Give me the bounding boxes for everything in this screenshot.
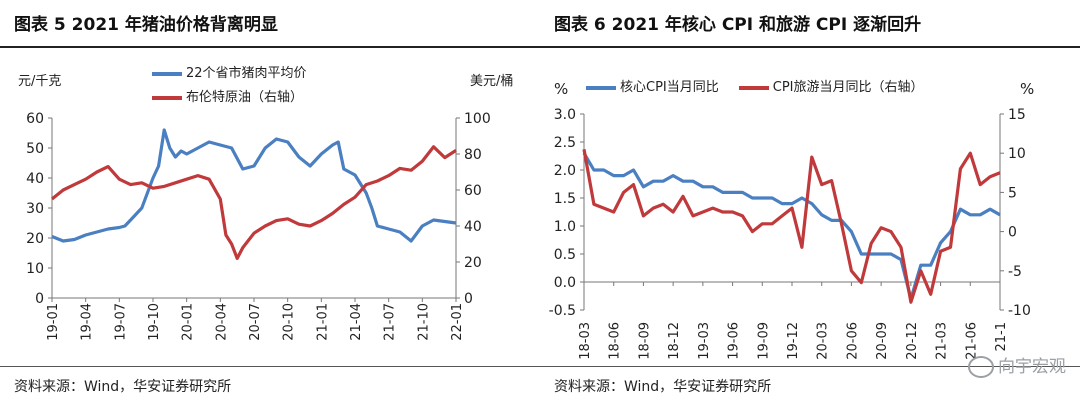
right-ytick-label-0: -0.5 (549, 303, 576, 319)
left-title-rule (0, 46, 540, 48)
left-y2tick-label-0: 0 (464, 291, 473, 307)
right-xtick-label-7: 19-12 (786, 322, 801, 360)
right-xtick-label-14: 21-1 (994, 322, 1009, 352)
right-source: 资料来源：Wind，华安证券研究所 (554, 379, 772, 395)
right-chart-title: 图表 6 2021 年核心 CPI 和旅游 CPI 逐渐回升 (554, 15, 922, 35)
right-xtick-label-4: 19-03 (697, 322, 712, 360)
legend-swatch-pork (152, 71, 182, 76)
left-source: 资料来源：Wind，华安证券研究所 (14, 379, 232, 395)
right-title-rule (540, 46, 1080, 48)
legend-item-travel-cpi: CPI旅游当月同比（右轴） (738, 76, 924, 100)
right-xtick-label-13: 21-06 (964, 322, 979, 360)
right-xtick-label-10: 20-09 (875, 322, 890, 360)
right-panel: 图表 6 2021 年核心 CPI 和旅游 CPI 逐渐回升 % % 核心CPI… (540, 0, 1080, 412)
left-ytick-label-6: 60 (26, 111, 44, 127)
left-legend: 22个省市猪肉平均价 布伦特原油（右轴） (152, 62, 307, 110)
left-xtick-label-6: 20-07 (248, 303, 263, 341)
right-xtick-label-8: 20-03 (816, 322, 831, 360)
legend-swatch-brent (152, 95, 182, 100)
right-xtick-label-1: 18-06 (608, 322, 623, 360)
left-y2tick-label-3: 60 (464, 183, 482, 199)
left-xtick-label-4: 20-01 (181, 303, 196, 341)
left-y2tick-label-4: 80 (464, 147, 482, 163)
left-xtick-label-9: 21-04 (349, 303, 364, 341)
left-y2tick-label-5: 100 (464, 111, 491, 127)
left-ytick-label-0: 0 (35, 291, 44, 307)
left-xtick-label-3: 19-10 (147, 303, 162, 341)
right-source-rule (540, 366, 1080, 367)
left-xtick-label-12: 22-01 (450, 303, 465, 341)
left-y2-unit: 美元/桶 (470, 74, 514, 89)
right-xtick-label-11: 20-12 (905, 322, 920, 360)
legend-swatch-travel-cpi (738, 85, 769, 90)
right-xtick-label-5: 19-06 (727, 322, 742, 360)
watermark: 向宇宏观 (968, 352, 1066, 378)
right-xtick-label-9: 20-06 (845, 322, 860, 360)
legend-item-brent: 布伦特原油（右轴） (152, 86, 307, 110)
left-y-unit: 元/千克 (18, 74, 62, 89)
right-y2-unit: % (1020, 80, 1035, 98)
right-xtick-label-0: 18-03 (578, 322, 593, 360)
watermark-text: 向宇宏观 (998, 357, 1066, 377)
left-ytick-label-1: 10 (26, 261, 44, 277)
right-xtick-label-12: 21-03 (935, 322, 950, 360)
right-chart: -0.5 0.0 0.5 1.0 1.5 2.0 2.5 3.0 -10 -5 0 5 10 15 18-0… (549, 107, 1031, 360)
legend-swatch-core-cpi (586, 85, 616, 90)
right-xtick-label-2: 18-09 (637, 322, 652, 360)
legend-label-brent: 布伦特原油（右轴） (186, 90, 304, 105)
left-y2tick-label-2: 40 (464, 219, 482, 235)
right-y2tick-label-4: 10 (1008, 146, 1026, 162)
legend-item-pork: 22个省市猪肉平均价 (152, 62, 307, 86)
right-series-1 (582, 149, 1001, 304)
right-ytick-label-2: 0.5 (554, 247, 576, 263)
left-ytick-label-2: 20 (26, 231, 44, 247)
right-series-0 (582, 152, 1001, 301)
right-y2tick-label-3: 5 (1008, 185, 1017, 201)
left-xtick-label-11: 21-10 (416, 303, 431, 341)
right-y2tick-label-5: 15 (1008, 107, 1026, 123)
right-ytick-label-1: 0.0 (554, 275, 576, 291)
left-ytick-label-5: 50 (26, 141, 44, 157)
left-source-rule (0, 366, 540, 367)
left-chart-title: 图表 5 2021 年猪油价格背离明显 (14, 15, 278, 35)
right-ytick-label-3: 1.0 (554, 219, 576, 235)
right-y-unit: % (554, 80, 569, 98)
right-y2tick-label-2: 0 (1008, 225, 1017, 241)
legend-label-travel-cpi: CPI旅游当月同比（右轴） (772, 80, 924, 95)
left-y2tick-label-1: 20 (464, 255, 482, 271)
left-xtick-label-2: 19-07 (113, 303, 128, 341)
left-xtick-label-1: 19-04 (80, 303, 95, 341)
right-ytick-label-5: 2.0 (554, 163, 576, 179)
right-ytick-label-6: 2.5 (554, 135, 576, 151)
right-legend: 核心CPI当月同比 CPI旅游当月同比（右轴） (586, 76, 924, 100)
left-chart: 0 10 20 30 40 50 60 0 20 40 60 80 100 19-01 19-04 19-07… (26, 111, 491, 341)
left-xtick-label-5: 20-04 (214, 303, 229, 341)
left-series-1 (50, 145, 457, 260)
left-xtick-label-10: 21-07 (383, 303, 398, 341)
right-xtick-label-6: 19-09 (756, 322, 771, 360)
right-ytick-label-4: 1.5 (554, 191, 576, 207)
left-xtick-label-8: 21-01 (315, 303, 330, 341)
left-series-0 (51, 128, 457, 243)
right-y2tick-label-0: -10 (1008, 303, 1031, 319)
left-panel: 图表 5 2021 年猪油价格背离明显 元/千克 美元/桶 22个省市猪肉平均价… (0, 15, 540, 395)
left-xtick-label-0: 19-01 (46, 303, 61, 341)
right-ytick-label-7: 3.0 (554, 107, 576, 123)
wechat-icon (968, 356, 994, 378)
right-xtick-label-3: 18-12 (667, 322, 682, 360)
legend-item-core-cpi: 核心CPI当月同比 (586, 76, 719, 100)
left-ytick-label-3: 30 (26, 201, 44, 217)
right-y2tick-label-1: -5 (1008, 264, 1022, 280)
left-xtick-label-7: 20-10 (282, 303, 297, 341)
left-ytick-label-4: 40 (26, 171, 44, 187)
legend-label-pork: 22个省市猪肉平均价 (186, 66, 307, 81)
legend-label-core-cpi: 核心CPI当月同比 (620, 80, 719, 95)
